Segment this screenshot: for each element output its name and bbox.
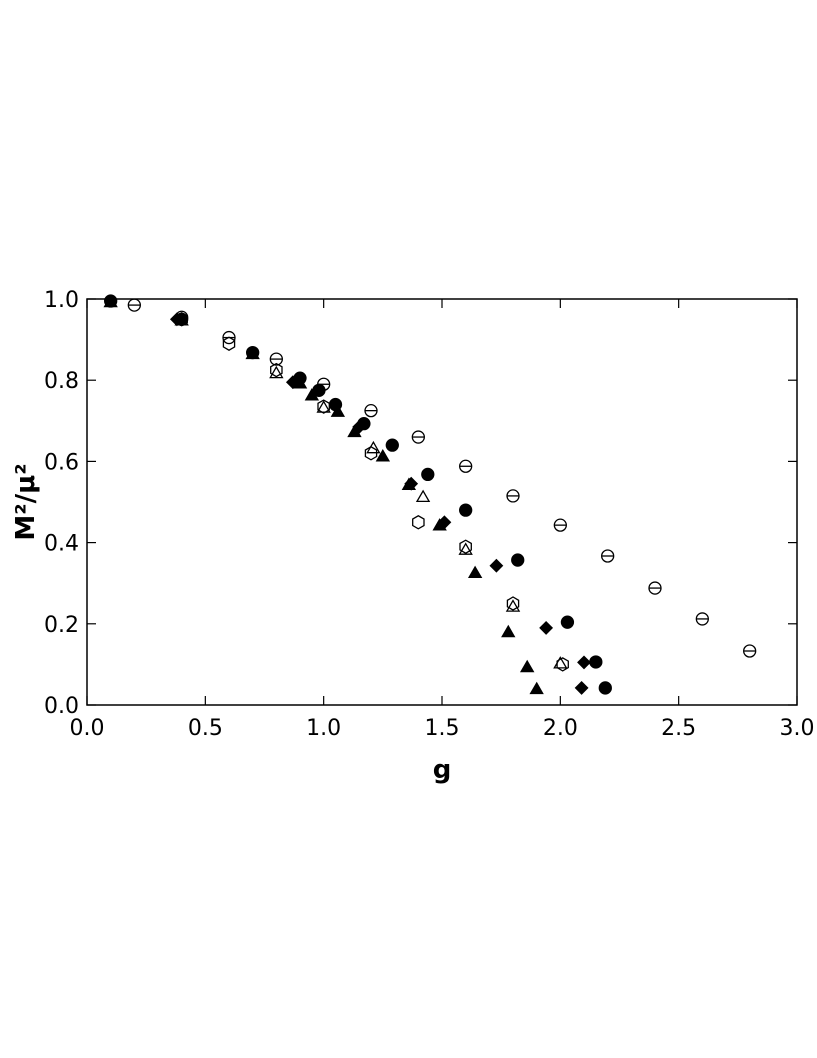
- y-tick-label: 1.0: [44, 288, 79, 313]
- marker: [317, 399, 330, 414]
- marker: [506, 489, 520, 503]
- marker: [270, 362, 283, 378]
- marker: [598, 681, 612, 695]
- marker: [411, 430, 425, 444]
- marker: [174, 312, 189, 326]
- marker: [364, 446, 378, 461]
- marker: [245, 346, 260, 360]
- marker: [458, 542, 473, 555]
- marker: [574, 680, 589, 695]
- y-tick-label: 0.8: [44, 369, 79, 394]
- marker: [539, 620, 554, 635]
- marker: [269, 352, 283, 366]
- marker: [489, 558, 504, 573]
- marker: [560, 615, 575, 629]
- y-tick-label: 0.6: [44, 450, 79, 475]
- marker: [648, 581, 662, 595]
- marker: [601, 549, 615, 563]
- x-tick-label: 1.5: [425, 716, 460, 741]
- y-tick-label: 0.0: [44, 694, 79, 719]
- marker: [459, 503, 473, 517]
- marker: [511, 553, 525, 567]
- marker: [352, 419, 367, 434]
- marker: [412, 515, 425, 530]
- marker: [506, 596, 520, 611]
- marker: [421, 467, 435, 482]
- x-tick-label: 1.0: [306, 716, 341, 741]
- x-tick-label: 0.0: [70, 716, 105, 741]
- x-tick-label: 2.5: [661, 716, 696, 741]
- marker: [695, 612, 709, 626]
- x-axis-label: g: [433, 755, 452, 785]
- marker: [285, 375, 300, 390]
- marker: [459, 459, 473, 473]
- marker: [501, 624, 516, 638]
- marker: [330, 404, 346, 417]
- marker: [467, 565, 483, 579]
- marker: [415, 489, 431, 503]
- x-tick-label: 2.0: [543, 716, 578, 741]
- marker: [519, 659, 535, 673]
- marker: [269, 365, 284, 379]
- marker: [743, 644, 757, 658]
- marker: [127, 298, 141, 312]
- marker: [304, 388, 320, 401]
- marker: [222, 336, 236, 351]
- y-axis-label: M²/μ²: [11, 463, 41, 540]
- marker: [385, 438, 399, 452]
- marker: [175, 312, 188, 327]
- marker: [103, 294, 118, 308]
- marker: [589, 655, 603, 669]
- marker: [459, 539, 472, 554]
- marker: [577, 655, 591, 670]
- marker: [505, 599, 521, 612]
- marker: [437, 515, 452, 530]
- y-tick-label: 0.4: [44, 532, 79, 557]
- marker: [364, 403, 378, 418]
- marker: [553, 518, 567, 532]
- marker: [316, 400, 331, 413]
- x-tick-label: 0.5: [188, 716, 223, 741]
- marker: [556, 657, 569, 672]
- plot-frame: [86, 298, 798, 706]
- marker: [529, 681, 544, 695]
- y-tick-label: 0.2: [44, 613, 79, 638]
- x-tick-label: 3.0: [780, 716, 815, 741]
- marker: [404, 476, 419, 491]
- marker: [375, 448, 391, 462]
